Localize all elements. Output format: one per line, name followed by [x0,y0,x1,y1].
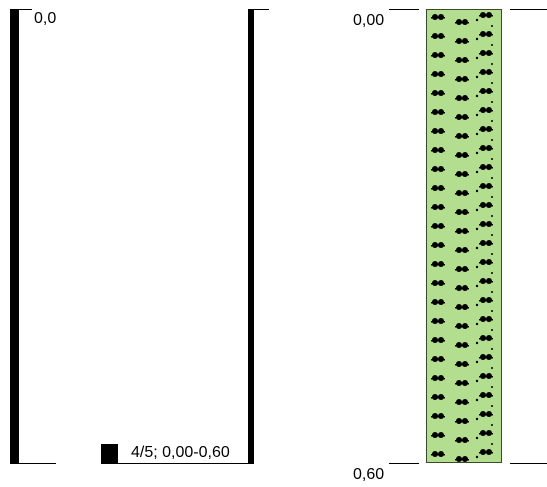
legend-label: 4/5; 0,00-0,60 [131,444,230,461]
left-axis-top-label: 0,0 [34,10,57,27]
depth-label-top: 0,00 [353,12,385,29]
grass-tuft-icon [427,10,501,462]
legend-swatch [101,444,118,464]
left-axis-bar [10,9,19,464]
left-axis-bottom-tick [10,463,56,464]
right-boundary-top-tick [248,9,269,10]
left-axis-top-tick [10,9,32,10]
depth-tick-bottom-left [389,463,419,464]
depth-label-bottom: 0,60 [353,466,385,483]
depth-tick-top-right [510,9,547,10]
right-boundary-bar [248,9,254,464]
depth-tick-top-left [389,9,419,10]
depth-tick-bottom-right [510,463,547,464]
soil-layer-column [426,9,502,463]
right-boundary-bottom-tick [118,463,254,464]
